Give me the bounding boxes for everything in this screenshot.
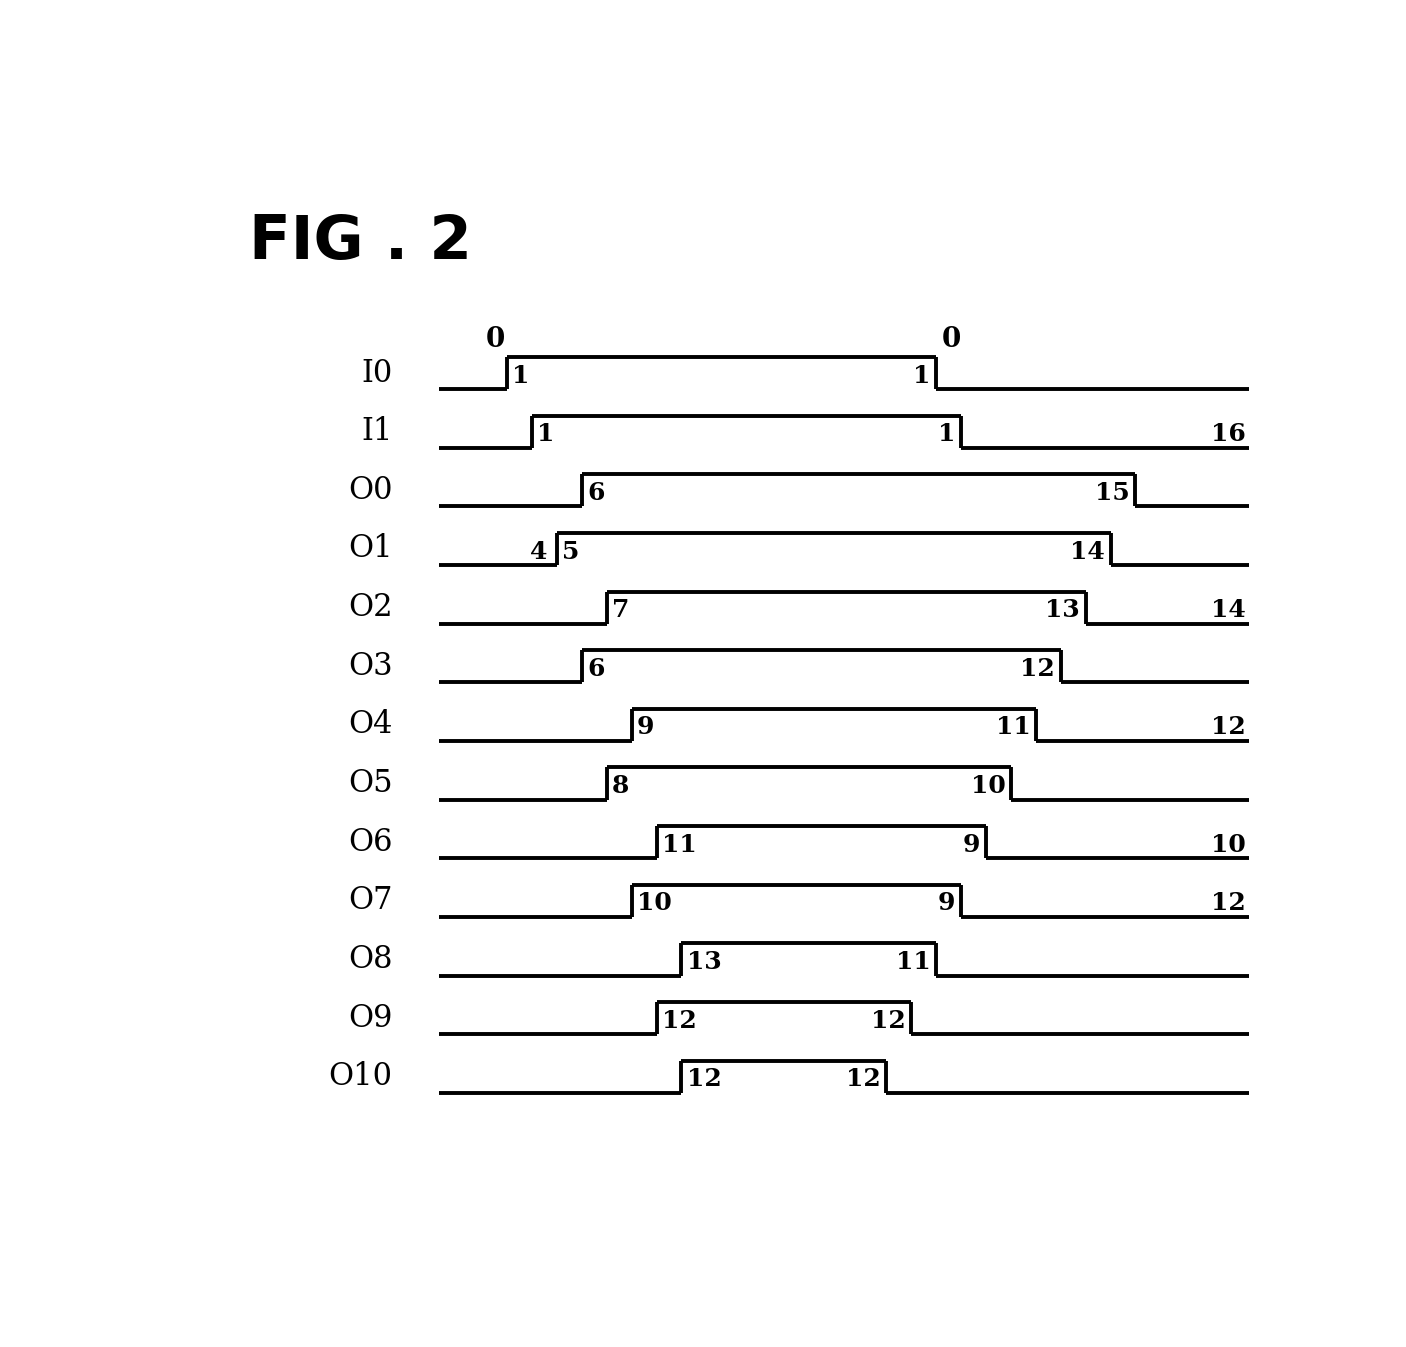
Text: O1: O1 [349,533,392,564]
Text: 12: 12 [1211,715,1246,740]
Text: 12: 12 [1211,892,1246,916]
Text: 9: 9 [637,715,655,740]
Text: 11: 11 [896,950,931,974]
Text: 12: 12 [688,1067,721,1091]
Text: O2: O2 [349,593,392,624]
Text: O10: O10 [329,1061,392,1092]
Text: 14: 14 [1070,540,1105,563]
Text: 9: 9 [963,832,980,857]
Text: O7: O7 [349,885,392,916]
Text: 0: 0 [485,326,505,353]
Text: 6: 6 [588,481,605,505]
Text: 10: 10 [970,775,1005,799]
Text: 12: 12 [846,1067,880,1091]
Text: O6: O6 [349,827,392,858]
Text: I1: I1 [361,416,392,447]
Text: O0: O0 [349,475,392,506]
Text: 4: 4 [530,540,547,563]
Text: 1: 1 [912,364,931,388]
Text: 1: 1 [938,423,956,446]
Text: 10: 10 [637,892,672,916]
Text: 8: 8 [612,775,630,799]
Text: 1: 1 [537,423,554,446]
Text: 12: 12 [662,1009,697,1033]
Text: 11: 11 [995,715,1031,740]
Text: O5: O5 [349,768,392,799]
Text: 5: 5 [562,540,579,563]
Text: 11: 11 [662,832,697,857]
Text: 10: 10 [1211,832,1246,857]
Text: 1: 1 [512,364,530,388]
Text: 15: 15 [1095,481,1130,505]
Text: 6: 6 [588,657,605,680]
Text: 12: 12 [870,1009,905,1033]
Text: O4: O4 [349,710,392,741]
Text: 7: 7 [612,598,630,622]
Text: O3: O3 [349,651,392,682]
Text: 14: 14 [1211,598,1246,622]
Text: 13: 13 [688,950,721,974]
Text: O8: O8 [349,944,392,975]
Text: 16: 16 [1211,423,1246,446]
Text: FIG . 2: FIG . 2 [249,213,472,272]
Text: 0: 0 [942,326,962,353]
Text: 13: 13 [1046,598,1080,622]
Text: O9: O9 [349,1002,392,1033]
Text: 9: 9 [938,892,956,916]
Text: 12: 12 [1021,657,1056,680]
Text: I0: I0 [361,357,392,388]
